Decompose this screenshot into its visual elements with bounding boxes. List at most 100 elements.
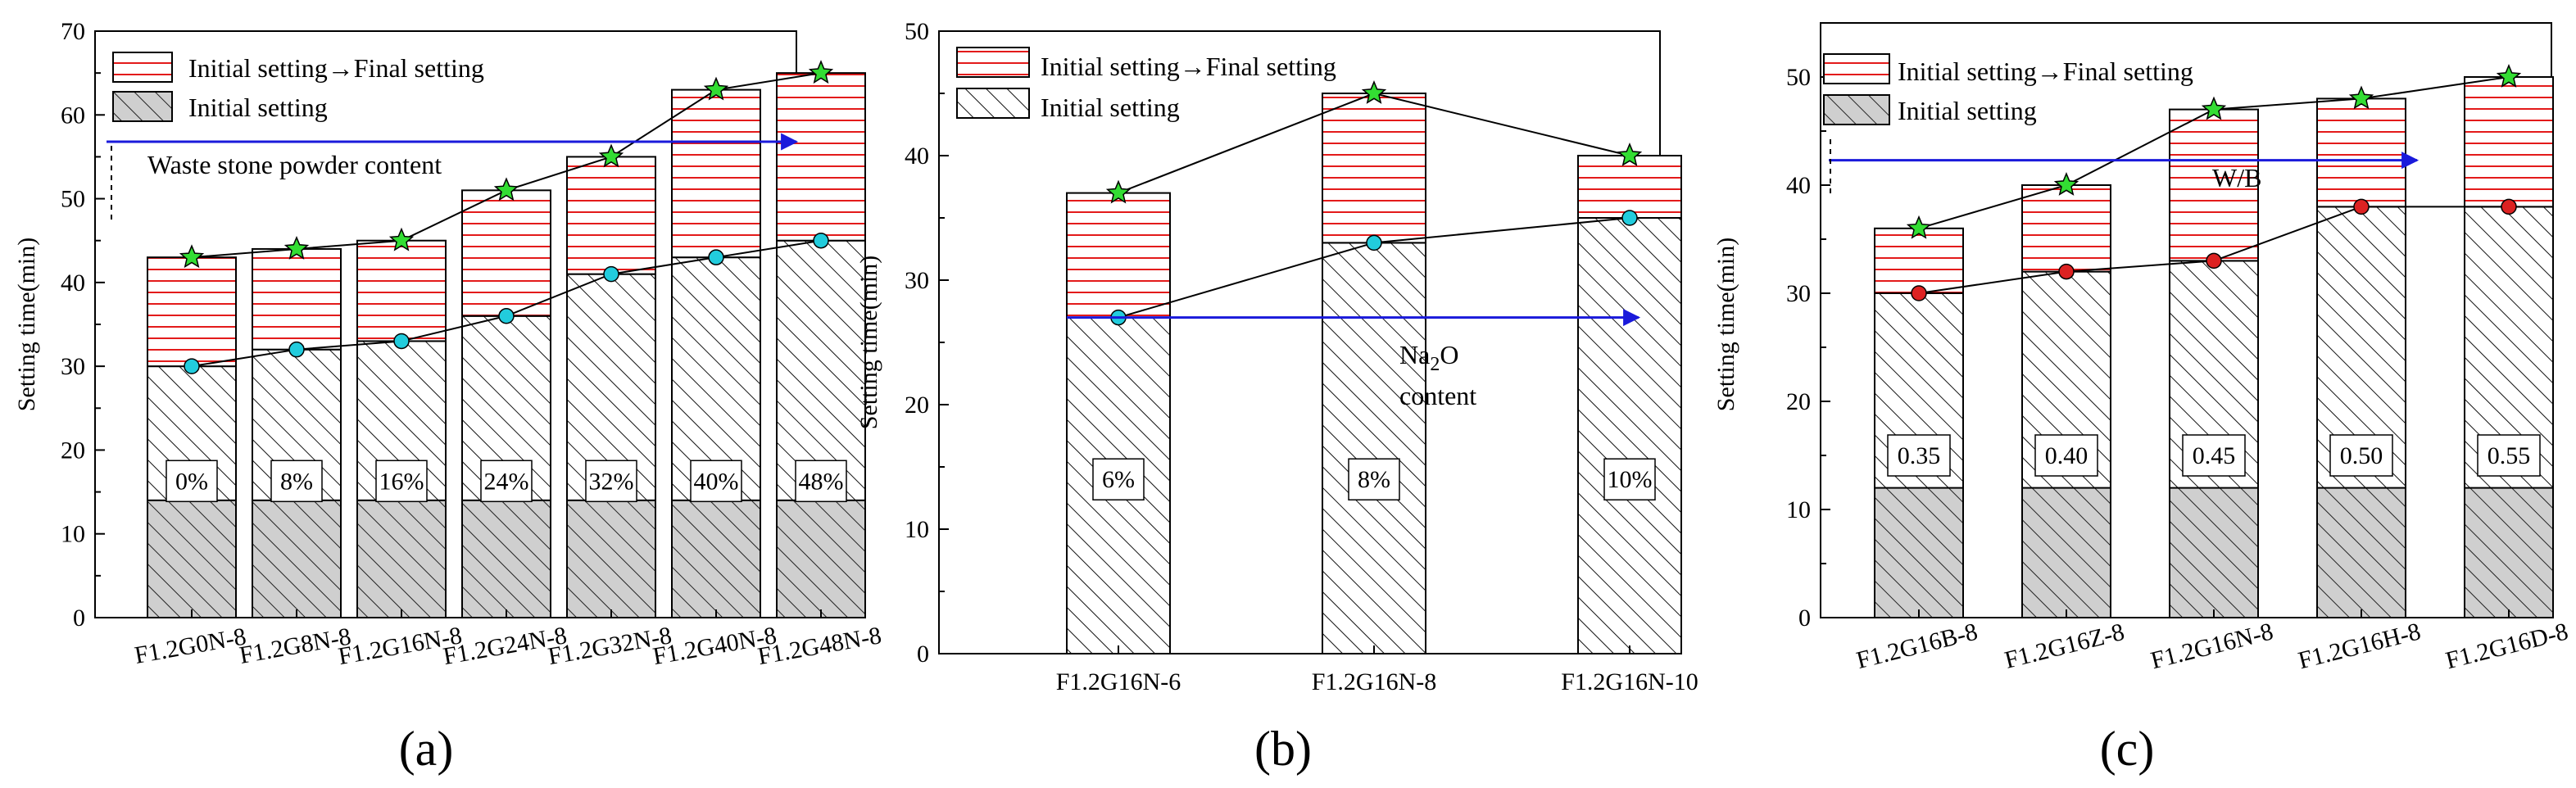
- initial-setting-point: [2501, 198, 2517, 215]
- initial-setting-point: [1621, 210, 1638, 226]
- y-tick-label: 20: [905, 392, 929, 419]
- bar-label-box: [2182, 434, 2246, 477]
- x-tick-label: F1.2G16N-6: [1056, 668, 1181, 695]
- bar-final: [461, 189, 551, 317]
- legend-swatch-final: [1823, 53, 1890, 84]
- bar-initial: [1322, 242, 1426, 654]
- panel-label: (b): [1254, 722, 1312, 776]
- bar-label: 0%: [175, 468, 208, 495]
- legend-label-final: Initial setting→Final setting: [1898, 57, 2193, 86]
- bar-initial-shade: [566, 499, 656, 618]
- bar-initial-shade: [2316, 487, 2406, 618]
- bar-label-box: [585, 460, 637, 503]
- bar-label: 8%: [1358, 466, 1390, 493]
- initial-setting-point: [393, 333, 410, 350]
- plot-frame: [938, 30, 1661, 654]
- initial-setting-point: [1911, 285, 1927, 301]
- bar-label: 0.35: [1898, 442, 1941, 469]
- bar-label: 10%: [1608, 466, 1653, 493]
- x-axis-labels: F1.2G16N-6 F1.2G16N-8 F1.2G16N-10: [1056, 645, 1698, 695]
- bar-final: [1066, 192, 1171, 319]
- bar-initial-shade: [1874, 487, 1964, 618]
- legend-label-final: Initial setting→Final setting: [188, 53, 484, 83]
- bar-final: [147, 256, 237, 368]
- series-lines: [1906, 64, 2522, 301]
- bar-label: 0.50: [2340, 442, 2383, 469]
- bar-label: 0.55: [2488, 442, 2531, 469]
- bar-label: 6%: [1102, 466, 1135, 493]
- x-tick-label: F1.2G16H-8: [2296, 618, 2424, 674]
- bar-final: [2169, 108, 2259, 262]
- bar-label: 16%: [379, 468, 424, 495]
- bar-labels: 6% 8% 10%: [1092, 458, 1656, 500]
- y-axis: 0 10 20 30 40 50 60 70: [61, 18, 105, 632]
- y-tick-label: 30: [1786, 280, 1811, 307]
- final-setting-point: [1361, 80, 1387, 104]
- y-tick-label: 50: [1786, 64, 1811, 91]
- initial-setting-point: [708, 249, 724, 265]
- bar-initial-shade: [2169, 487, 2259, 618]
- initial-setting-point: [1366, 234, 1382, 251]
- y-axis-title: Setting time(min): [855, 256, 882, 429]
- legend-swatch-final: [956, 47, 1030, 78]
- bar-initial-shade: [2021, 487, 2111, 618]
- initial-setting-point: [184, 358, 200, 374]
- legend-label-initial: Initial setting: [188, 93, 328, 122]
- bar-initial-shade: [2464, 487, 2554, 618]
- series-lines: [179, 60, 834, 374]
- bar-final: [2021, 184, 2111, 273]
- bar-label-box: [480, 460, 533, 503]
- x-tick-label: F1.2G16D-8: [2443, 618, 2571, 674]
- initial-setting-point: [2206, 252, 2222, 269]
- legend-swatch-initial: [112, 91, 173, 122]
- initial-setting-point: [2058, 263, 2075, 280]
- bar-label-box: [1887, 434, 1951, 477]
- annotation-main: Na: [1399, 340, 1430, 369]
- bar-final: [2316, 97, 2406, 208]
- bar-label: 8%: [280, 468, 313, 495]
- bar-label-box: [1348, 458, 1400, 500]
- y-tick-label: 10: [61, 521, 85, 548]
- final-setting-point: [1906, 215, 1932, 239]
- panel-label: (c): [2100, 722, 2155, 776]
- y-tick-label: 0: [73, 605, 85, 632]
- bar-final: [1322, 93, 1426, 244]
- bar-label: 0.40: [2045, 442, 2088, 469]
- bar-final: [1577, 155, 1682, 219]
- bar-final: [671, 88, 761, 259]
- x-tick-label: F1.2G16Z-8: [2002, 618, 2127, 674]
- y-tick-label: 10: [905, 516, 929, 543]
- bar-final: [1874, 227, 1964, 294]
- bar-final: [252, 247, 342, 351]
- bar-final: [776, 72, 866, 242]
- bar-label-box: [690, 460, 742, 503]
- x-tick-label: F1.2G16N-10: [1561, 668, 1698, 695]
- bar-initial-shade: [147, 499, 237, 618]
- final-setting-point: [283, 235, 310, 260]
- final-setting-point: [1105, 179, 1132, 204]
- annotation-line2: content: [1399, 381, 1476, 410]
- bar-label-box: [2329, 434, 2393, 477]
- final-setting-point: [1617, 143, 1643, 166]
- legend-label-initial: Initial setting: [1041, 93, 1180, 122]
- legend: Initial setting→Final setting Initial se…: [1823, 53, 2193, 125]
- bar-label-box: [166, 460, 218, 503]
- final-setting-point: [703, 76, 729, 101]
- y-tick-label: 60: [61, 102, 85, 129]
- final-setting-point: [2053, 172, 2079, 196]
- x-tick-label: F1.2G8N-8: [238, 623, 353, 668]
- y-tick-label: 30: [61, 353, 85, 380]
- y-tick-label: 0: [917, 641, 929, 668]
- legend: Initial setting→Final setting Initial se…: [112, 52, 484, 122]
- bar-initial-shade: [671, 499, 761, 618]
- annotation-tail: O: [1440, 340, 1458, 369]
- legend-swatch-initial: [1823, 94, 1890, 125]
- annotation-label: Na2O: [1399, 340, 1458, 375]
- initial-setting-point: [813, 232, 829, 249]
- y-tick-label: 0: [1798, 605, 1811, 632]
- x-axis-labels: F1.2G0N-8F1.2G8N-8F1.2G16N-8F1.2G24N-8F1…: [133, 609, 883, 670]
- y-tick-label: 50: [905, 18, 929, 45]
- bar-final: [2464, 76, 2554, 208]
